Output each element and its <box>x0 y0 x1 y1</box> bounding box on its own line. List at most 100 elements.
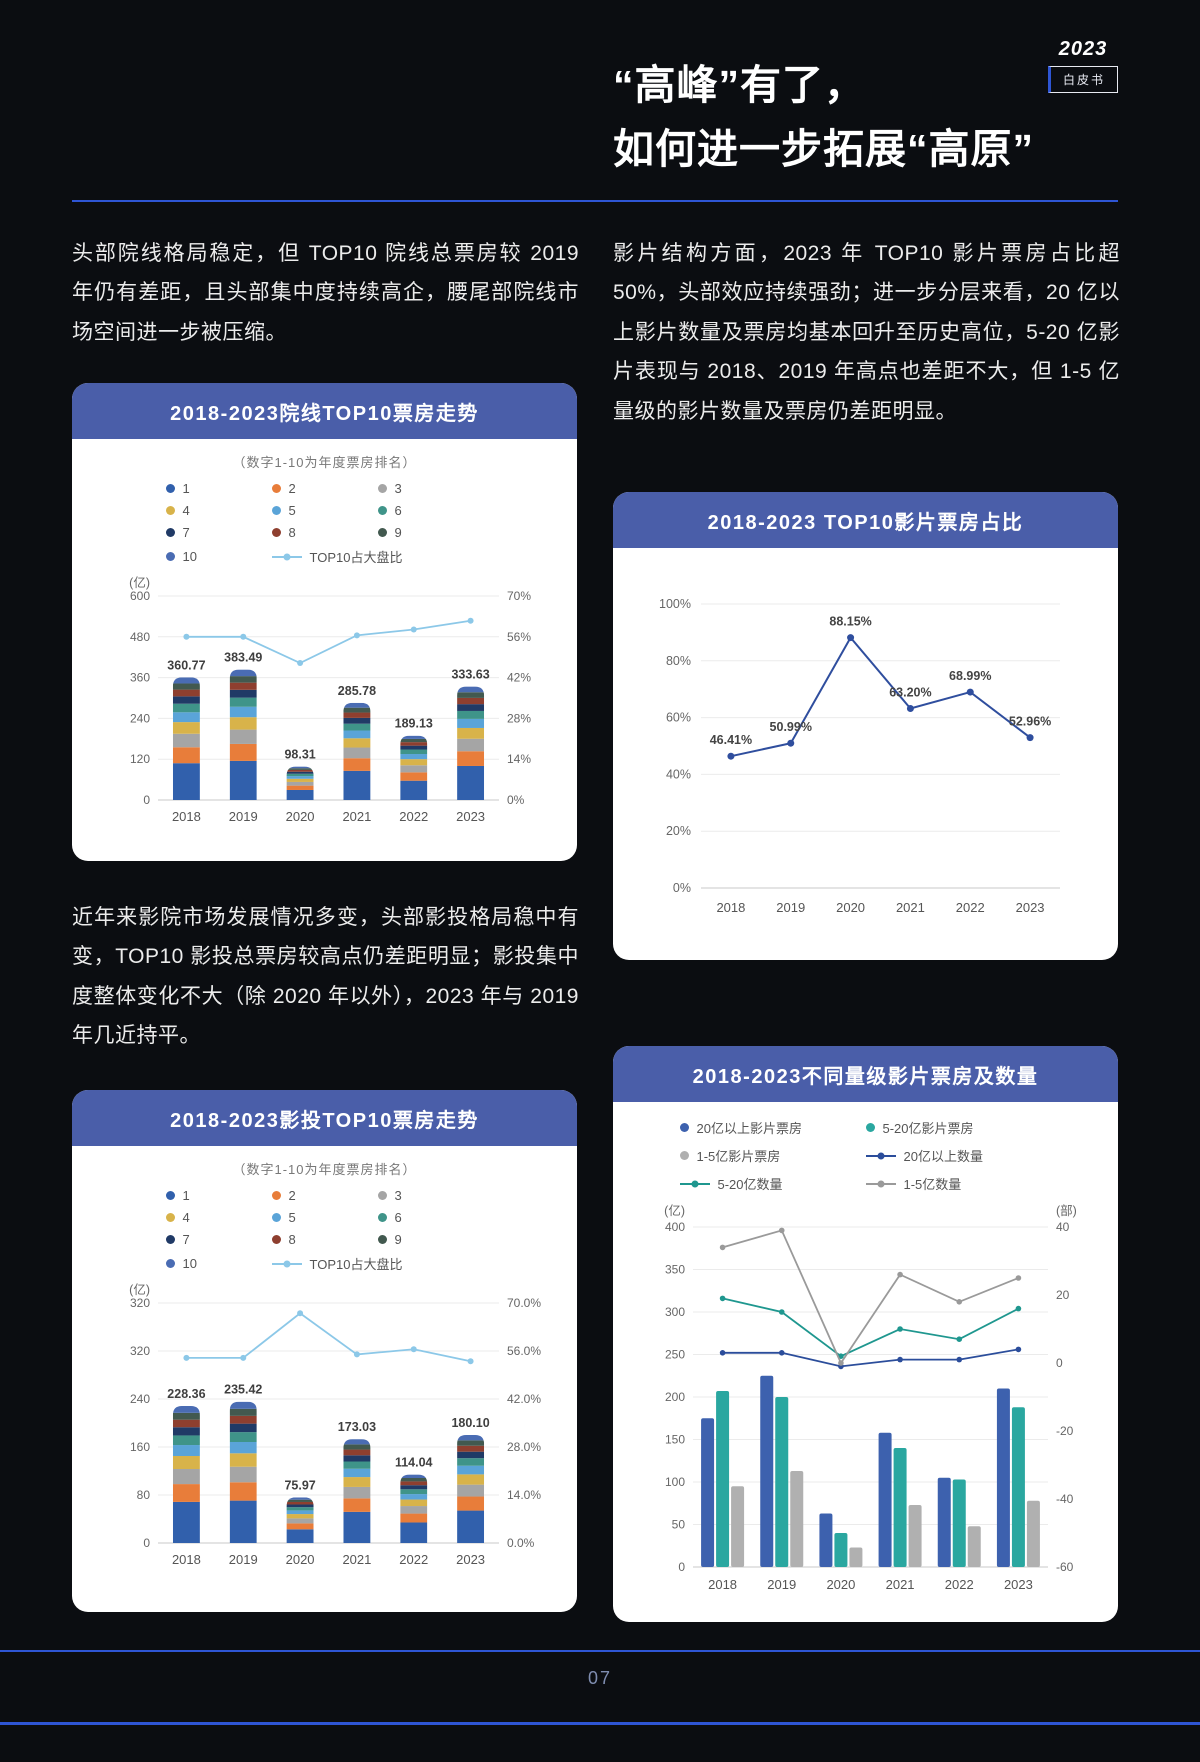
chart-subtitle-invest-top10: （数字1-10为年度票房排名） <box>232 1162 417 1177</box>
film-tiers-grouped-bar-chart: 0 50 100 150 200 250 300 350 400 -60 -40 -20 0 20 40 (亿… <box>664 1203 1077 1592</box>
svg-text:52.96%: 52.96% <box>1009 715 1051 729</box>
legend-dot-icon <box>679 1151 689 1160</box>
svg-text:2023: 2023 <box>1016 900 1045 915</box>
legend-label: 4 <box>182 503 190 518</box>
footer-divider-bottom <box>0 1722 1200 1725</box>
legend-item: 20亿以上影片票房 <box>679 1118 866 1137</box>
legend-label: 1-5亿数量 <box>903 1177 962 1192</box>
svg-text:63.20%: 63.20% <box>889 686 931 700</box>
legend-label: 10 <box>182 1256 197 1271</box>
legend-invest-top10: 1 2 3 4 5 6 7 8 9 10 TOP10占大盘比 <box>165 1188 484 1273</box>
legend-item: 5-20亿影片票房 <box>865 1118 1052 1137</box>
svg-text:240: 240 <box>130 711 150 725</box>
paragraph-cinema-chains: 头部院线格局稳定，但 TOP10 院线总票房较 2019 年仍有差距，且头部集中… <box>72 242 579 344</box>
legend-item: 6 <box>377 503 484 518</box>
stacked-bars <box>172 1401 485 1543</box>
legend-item: 2 <box>271 1188 378 1203</box>
svg-text:2018: 2018 <box>172 1552 201 1567</box>
svg-text:0: 0 <box>143 1536 150 1550</box>
svg-text:173.03: 173.03 <box>338 1420 376 1434</box>
svg-text:350: 350 <box>665 1263 685 1277</box>
legend-item: 9 <box>377 1232 484 1247</box>
legend-item: 3 <box>377 481 484 496</box>
legend-dot-icon <box>271 528 281 537</box>
svg-text:250: 250 <box>665 1348 685 1362</box>
svg-text:75.97: 75.97 <box>284 1478 315 1492</box>
svg-text:2022: 2022 <box>399 1552 428 1567</box>
legend-dot-icon <box>865 1123 875 1132</box>
count-line <box>722 1348 1019 1368</box>
legend-film-tiers: 20亿以上影片票房 5-20亿影片票房 1-5亿影片票房 20亿以上数量 5-20亿数量… <box>679 1118 1052 1193</box>
chart-card-film-tiers: 2018-2023不同量级影片票房及数量 20亿以上影片票房 5-20亿影片票房 1… <box>613 1046 1118 1622</box>
legend-line-icon <box>865 1152 896 1159</box>
svg-text:228.36: 228.36 <box>167 1387 205 1401</box>
legend-label: 5 <box>288 503 296 518</box>
legend-item: 1 <box>165 481 272 496</box>
film-share-line-chart: 0% 20% 40% 60% 80% 100% 46.41% 50.99% 88.15% 63.2… <box>659 597 1060 915</box>
brand-badge: 2023 白皮书 <box>1048 38 1118 93</box>
legend-label: 20亿以上数量 <box>903 1149 983 1164</box>
chart-title-invest-top10: 2018-2023影投TOP10票房走势 <box>72 1090 577 1146</box>
legend-item: 10 <box>165 547 272 566</box>
svg-text:(亿): (亿) <box>129 575 150 590</box>
svg-text:28%: 28% <box>507 711 531 725</box>
svg-text:2021: 2021 <box>886 1577 915 1592</box>
svg-text:98.31: 98.31 <box>284 748 315 762</box>
svg-text:240: 240 <box>130 1392 150 1406</box>
svg-text:0: 0 <box>143 793 150 807</box>
svg-text:189.13: 189.13 <box>395 717 433 731</box>
legend-dot-icon <box>271 1213 281 1222</box>
stacked-bars <box>172 669 485 800</box>
legend-dot-icon <box>165 552 175 561</box>
legend-label: 5 <box>288 1210 296 1225</box>
legend-item: 1-5亿影片票房 <box>679 1146 866 1165</box>
legend-dot-icon <box>165 1259 175 1268</box>
svg-text:-40: -40 <box>1056 1492 1074 1506</box>
legend-label: 7 <box>182 525 190 540</box>
legend-item: 7 <box>165 525 272 540</box>
share-line <box>730 635 1031 758</box>
svg-text:20: 20 <box>1056 1288 1070 1302</box>
svg-text:88.15%: 88.15% <box>829 615 871 629</box>
svg-text:2021: 2021 <box>342 809 371 824</box>
legend-label: 7 <box>182 1232 190 1247</box>
share-trend-line <box>186 619 471 665</box>
svg-text:2021: 2021 <box>896 900 925 915</box>
legend-label: 8 <box>288 525 296 540</box>
legend-dot-icon <box>679 1123 689 1132</box>
chart-title-chain-top10: 2018-2023院线TOP10票房走势 <box>72 383 577 439</box>
chart-card-chain-top10: 2018-2023院线TOP10票房走势 （数字1-10为年度票房排名） 1 2 3… <box>72 383 577 861</box>
svg-text:50: 50 <box>672 1518 686 1532</box>
svg-text:2023: 2023 <box>1004 1577 1033 1592</box>
svg-text:285.78: 285.78 <box>338 684 376 698</box>
svg-text:2020: 2020 <box>826 1577 855 1592</box>
svg-text:383.49: 383.49 <box>224 651 262 665</box>
legend-item: 1-5亿数量 <box>865 1174 1052 1193</box>
legend-item: 5 <box>271 1210 378 1225</box>
svg-text:42%: 42% <box>507 671 531 685</box>
svg-text:46.41%: 46.41% <box>710 733 752 747</box>
svg-text:400: 400 <box>665 1220 685 1234</box>
legend-dot-icon <box>271 1191 281 1200</box>
svg-text:42.0%: 42.0% <box>507 1392 541 1406</box>
page-number: 07 <box>587 1668 613 1688</box>
legend-dot-icon <box>165 484 175 493</box>
legend-dot-icon <box>165 1213 175 1222</box>
legend-dot-icon <box>377 1213 387 1222</box>
legend-item: 3 <box>377 1188 484 1203</box>
invest-top10-stacked-bar-chart: 0 0.0% 80 14.0% 160 28.0% 240 42.0% 320 56.0% 320 7… <box>129 1282 541 1567</box>
svg-text:20%: 20% <box>666 824 691 838</box>
tier-bars <box>701 1375 1040 1567</box>
svg-text:100: 100 <box>665 1475 685 1489</box>
svg-text:-60: -60 <box>1056 1560 1074 1574</box>
svg-text:0: 0 <box>1056 1356 1063 1370</box>
svg-text:2019: 2019 <box>229 1552 258 1567</box>
legend-dot-icon <box>377 1191 387 1200</box>
svg-text:2019: 2019 <box>767 1577 796 1592</box>
legend-label: 20亿以上影片票房 <box>696 1121 802 1136</box>
count-line <box>722 1229 1019 1365</box>
legend-label: 6 <box>394 1210 402 1225</box>
svg-text:2022: 2022 <box>956 900 985 915</box>
svg-text:2022: 2022 <box>399 809 428 824</box>
share-trend-line <box>186 1312 471 1363</box>
